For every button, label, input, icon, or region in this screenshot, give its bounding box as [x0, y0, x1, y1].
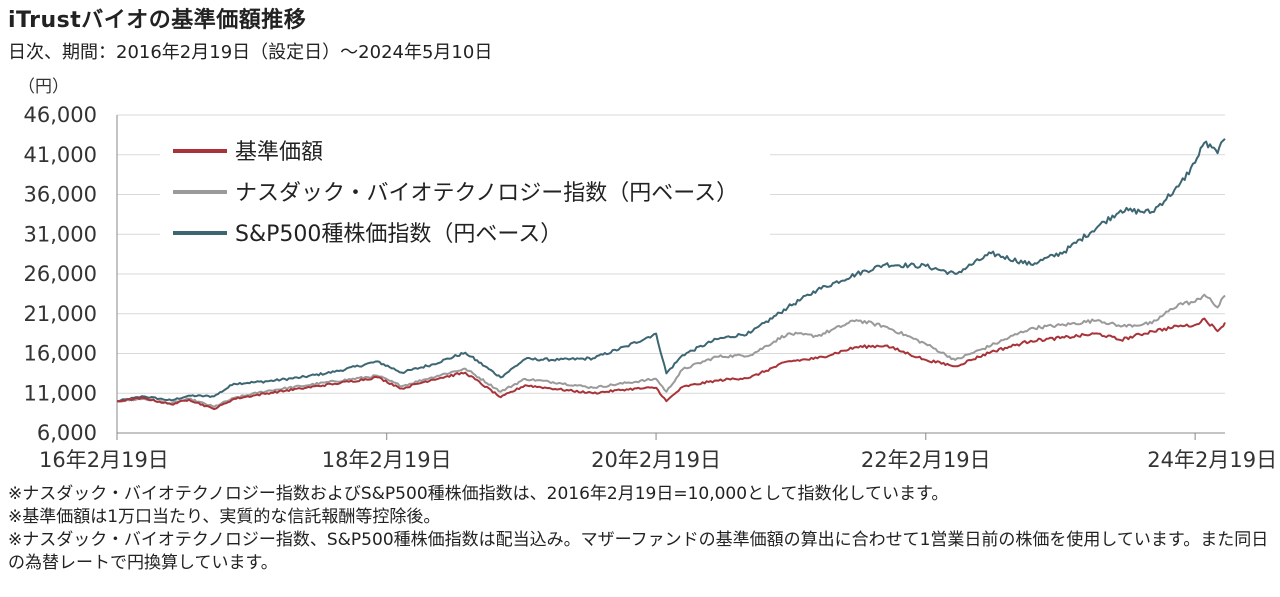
y-tick-label: 16,000 — [24, 342, 97, 366]
y-unit-label: （円） — [18, 77, 69, 97]
y-tick-label: 41,000 — [24, 143, 97, 167]
x-tick-label: 20年2月19日 — [591, 448, 721, 472]
x-tick-label: 24年2月19日 — [1147, 448, 1277, 472]
legend-box — [160, 128, 770, 258]
x-tick-label: 22年2月19日 — [861, 448, 991, 472]
series-group — [116, 138, 1226, 411]
y-tick-label: 36,000 — [24, 183, 97, 207]
y-tick-label: 11,000 — [24, 381, 97, 405]
y-axis: 6,000 11,000 16,000 21,000 26,000 31,000 36,00… — [24, 103, 118, 445]
legend-label: 基準価額 — [235, 140, 323, 165]
chart-subtitle: 日次、期間：2016年2月19日（設定日）～2024年5月10日 — [8, 42, 493, 63]
y-tick-label: 31,000 — [24, 222, 97, 246]
line-chart: （円） 6,000 11,000 16,000 21,000 26,000 31,000 3… — [18, 77, 1277, 472]
footnotes: ※ナスダック・バイオテクノロジー指数およびS&P500種株価指数は、2016年2… — [8, 483, 1273, 575]
series-line — [117, 138, 1226, 403]
chart-title: iTrustバイオの基準価額推移 — [8, 8, 307, 33]
footnote: ※基準価額は1万口当たり、実質的な信託報酬等控除後。 — [8, 507, 441, 527]
x-tick-label: 16年2月19日 — [39, 448, 169, 472]
legend-label: ナスダック・バイオテクノロジー指数（円ベース） — [235, 181, 738, 206]
series-line — [116, 293, 1226, 408]
y-tick-label: 26,000 — [24, 262, 97, 286]
y-tick-label: 21,000 — [24, 302, 97, 326]
y-tick-label: 46,000 — [24, 103, 97, 127]
y-tick-label: 6,000 — [37, 421, 97, 445]
series-line — [116, 317, 1226, 411]
x-axis: 16年2月19日 18年2月19日 20年2月19日 22年2月19日 24年2月19日 — [39, 432, 1277, 472]
x-tick-label: 18年2月19日 — [322, 448, 452, 472]
footnote: ※ナスダック・バイオテクノロジー指数およびS&P500種株価指数は、2016年2… — [8, 484, 949, 504]
footnote: ※ナスダック・バイオテクノロジー指数、S&P500種株価指数は配当込み。マザーフ… — [8, 530, 1269, 573]
legend-label: S&P500種株価指数（円ベース） — [235, 222, 562, 247]
